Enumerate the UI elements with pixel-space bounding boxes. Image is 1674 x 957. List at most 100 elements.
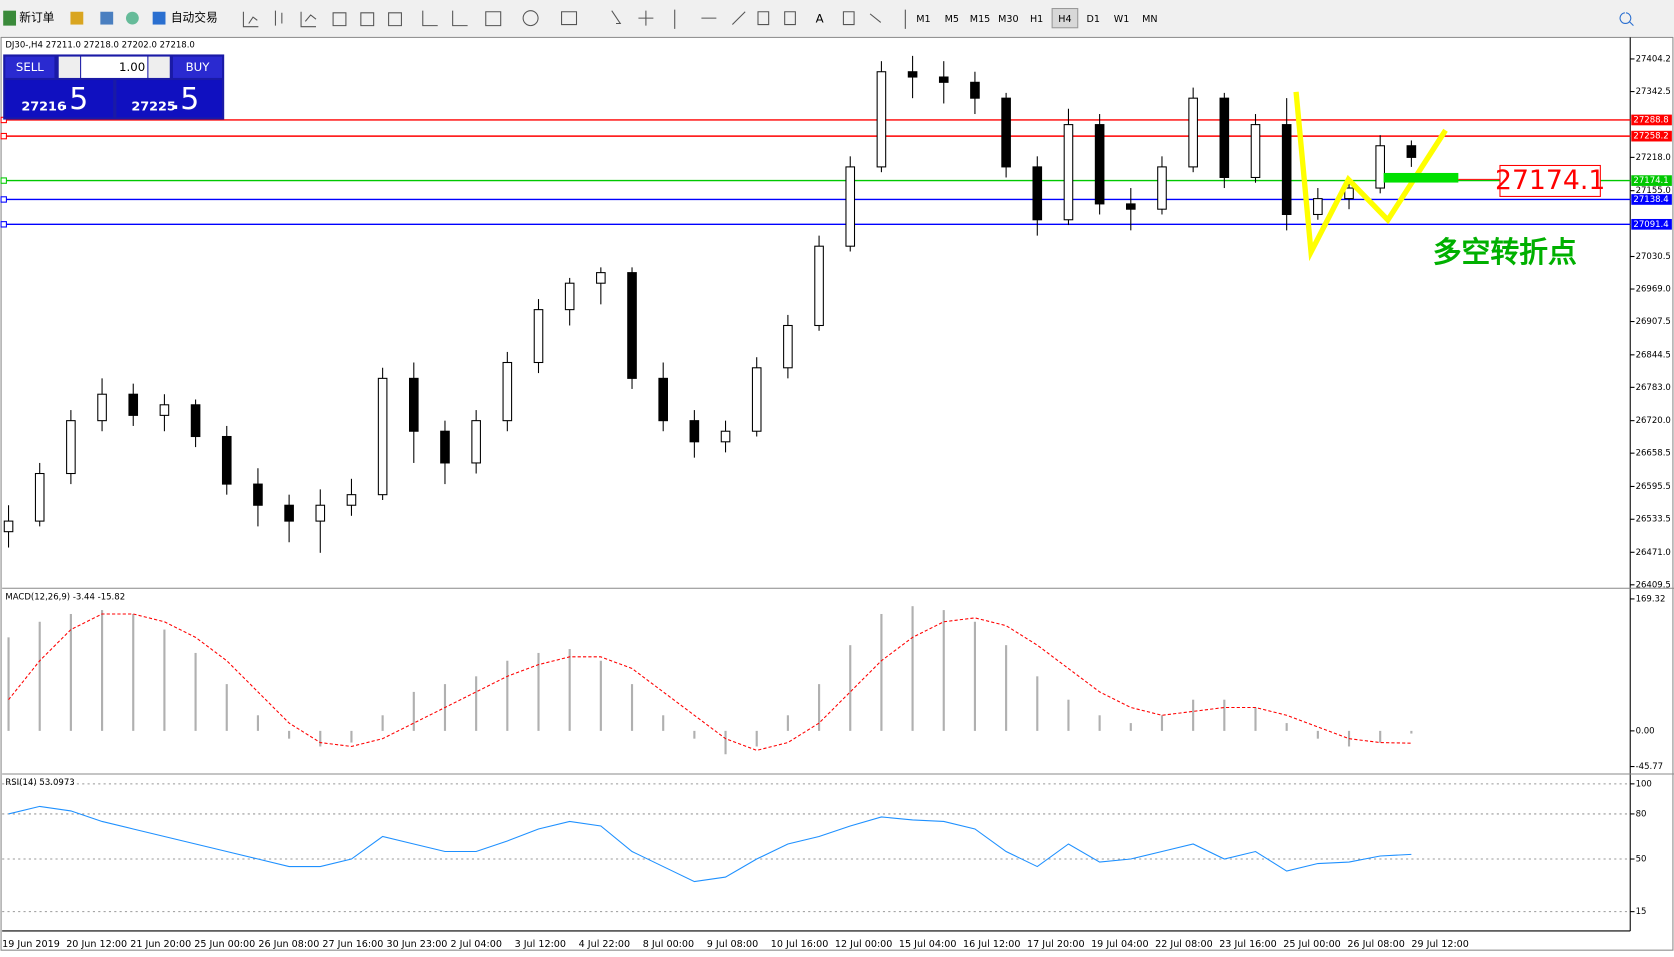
level-handle: [0, 221, 7, 228]
time-label: 26 Jun 08:00: [258, 939, 319, 950]
bid-main[interactable]: 27216: [21, 99, 66, 114]
timeframe[interactable]: D1: [1086, 14, 1099, 25]
buy-button[interactable]: [172, 56, 223, 78]
macd-bar: [38, 621, 41, 731]
panel-title: MACD(12,26,9) -3.44 -15.82: [5, 592, 125, 602]
macd-bar: [973, 621, 977, 731]
time-label: 17 Jul 20:00: [1027, 939, 1085, 950]
macd-bar: [225, 684, 228, 731]
macd-bar: [7, 637, 10, 731]
time-label: 19 Jul 04:00: [1091, 939, 1149, 950]
macd-bar: [256, 715, 260, 731]
text-tool[interactable]: A: [816, 12, 824, 26]
timeframe[interactable]: H4: [1058, 14, 1071, 25]
time-label: 22 Jul 08:00: [1155, 939, 1213, 950]
candle-body: [377, 377, 388, 496]
y-tick-label: 15: [1636, 907, 1647, 917]
time-label: 4 Jul 22:00: [579, 939, 630, 950]
macd-bar: [1192, 699, 1195, 731]
new-order[interactable]: 新订单: [19, 11, 54, 25]
lot-value[interactable]: 1.00: [119, 60, 145, 74]
y-tick-label: 26595.5: [1636, 482, 1671, 492]
time-label: 12 Jul 00:00: [835, 939, 893, 950]
y-tick-label: 26907.5: [1636, 317, 1671, 327]
macd-bar: [755, 730, 758, 747]
timeframe[interactable]: M15: [970, 14, 991, 25]
auto-trading[interactable]: 自动交易: [171, 11, 218, 25]
new-order-icon[interactable]: [3, 10, 17, 26]
sell-button[interactable]: [5, 56, 55, 78]
candle-body: [1063, 124, 1074, 221]
timeframe[interactable]: M1: [916, 14, 930, 25]
candle-body: [689, 420, 700, 443]
level-label-bg: [1631, 218, 1672, 230]
time-label: 10 Jul 16:00: [771, 939, 829, 950]
macd-bar: [880, 613, 883, 731]
level-label-bg: [1631, 130, 1672, 142]
timeframe[interactable]: H1: [1030, 14, 1043, 25]
lot-up[interactable]: [148, 56, 170, 78]
panel-title: RSI(14) 53.0973: [5, 778, 74, 788]
ask-box[interactable]: [116, 80, 223, 118]
y-tick-label: 27155.0: [1636, 186, 1671, 196]
ask-frac[interactable]: .5: [171, 82, 200, 117]
candle-body: [845, 166, 856, 247]
level-handle: [0, 177, 7, 184]
candle-body: [34, 472, 45, 522]
search-icon[interactable]: [1619, 12, 1634, 27]
plot: 19 Jun 2019 20 Jun 12:00 21 Jun 20:00 25 Ju…: [0, 40, 1672, 950]
buy-label[interactable]: BUY: [186, 60, 211, 74]
toolbar-items: 新订单 自动交易 A M1 M5 M15 M30 H1 H4 D1 W1 MN: [3, 8, 1634, 29]
tool-icons[interactable]: [242, 9, 906, 29]
timeframe[interactable]: M30: [998, 14, 1019, 25]
y-tick-label: 26844.5: [1636, 350, 1671, 360]
macd-bar: [1098, 715, 1101, 731]
timeframe[interactable]: M5: [945, 14, 959, 25]
candle-body: [533, 309, 544, 364]
macd-bar: [1254, 707, 1257, 731]
level-label: 27138.4: [1633, 195, 1668, 205]
candle-body: [1094, 124, 1105, 205]
icon[interactable]: [100, 11, 114, 25]
candle-body: [658, 377, 668, 422]
bid-box[interactable]: [5, 80, 114, 118]
level-label-bg: [1631, 175, 1672, 186]
y-tick-label: 26471.0: [1636, 548, 1671, 558]
ask-main[interactable]: 27225: [131, 99, 176, 114]
y-tick-label: -45.77: [1636, 762, 1664, 772]
candle-body: [502, 361, 513, 422]
level-label-bg: [1631, 194, 1672, 205]
level-handle: [0, 132, 7, 140]
macd-bar: [194, 652, 197, 731]
candle-body: [1001, 97, 1011, 168]
candle-body: [440, 430, 450, 464]
auto-trading-icon[interactable]: [152, 11, 166, 25]
candle-body: [1406, 145, 1417, 158]
icon[interactable]: [70, 11, 84, 25]
lot-down[interactable]: [58, 56, 81, 78]
macd-bar: [1160, 715, 1164, 731]
annotation-box: [1499, 164, 1601, 197]
sell-label[interactable]: SELL: [16, 60, 44, 74]
candle-body: [970, 81, 980, 99]
icon[interactable]: [125, 11, 139, 25]
level-label: 27174.1: [1633, 176, 1668, 186]
macd-bar: [163, 629, 166, 731]
candle-body: [66, 420, 76, 475]
lot-input[interactable]: [81, 56, 148, 78]
y-tick-label: 80: [1636, 809, 1647, 819]
timeframe[interactable]: MN: [1142, 14, 1157, 25]
candle-body: [814, 245, 824, 327]
y-tick-label: 27030.5: [1636, 252, 1671, 262]
y-tick-label: 26533.5: [1636, 515, 1671, 525]
candle-body: [97, 393, 107, 422]
level-handle: [0, 196, 7, 203]
timeframe[interactable]: W1: [1114, 14, 1130, 25]
bid-frac[interactable]: .5: [60, 82, 89, 117]
level-label: 27258.2: [1633, 132, 1668, 142]
time-label: 19 Jun 2019: [2, 939, 60, 950]
y-tick-label: 26783.0: [1636, 383, 1671, 393]
rsi-line: [8, 805, 1412, 883]
time-label: 25 Jun 00:00: [194, 939, 255, 950]
candle-body: [315, 504, 326, 522]
